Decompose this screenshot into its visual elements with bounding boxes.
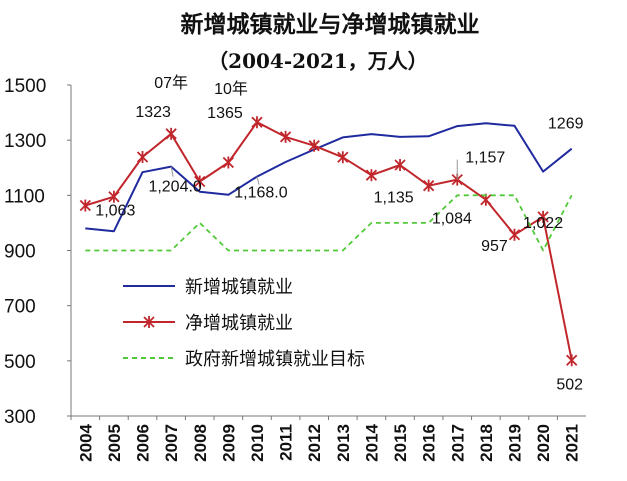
x-tick-label: 2010: [248, 424, 267, 462]
x-tick-label: 2004: [76, 423, 95, 461]
y-tick-label: 1300: [4, 131, 46, 152]
leader-line: [256, 176, 260, 185]
x-tick-label: 2012: [305, 424, 324, 462]
x-tick-label: 2021: [563, 424, 582, 462]
chart-title: 新增城镇就业与净增城镇就业: [181, 11, 480, 38]
series-marker: [508, 228, 521, 241]
data-label: 502: [556, 376, 583, 393]
legend-label: 新增城镇就业: [185, 277, 293, 298]
x-tick-label: 2013: [334, 424, 353, 462]
x-tick-label: 2006: [134, 424, 153, 462]
data-label: 1,157: [465, 150, 505, 167]
x-tick-label: 2016: [420, 424, 439, 462]
series-line: [85, 122, 573, 233]
x-tick-label: 2019: [505, 424, 524, 462]
y-tick-label: 300: [4, 407, 36, 428]
series-marker: [108, 190, 120, 203]
data-label: 1,063: [95, 203, 135, 220]
data-label: 1,022: [523, 215, 563, 232]
x-tick-label: 2009: [219, 424, 238, 462]
y-tick-label: 700: [4, 297, 36, 318]
y-tick-label: 1100: [4, 186, 45, 207]
series-marker: [365, 169, 378, 182]
series-marker: [394, 158, 406, 171]
series-marker: [143, 316, 155, 328]
legend-label: 净增城镇就业: [185, 313, 293, 334]
leader-line: [170, 166, 174, 177]
data-label: 1365: [207, 105, 243, 122]
x-tick-label: 2020: [534, 424, 553, 462]
series-marker: [79, 199, 91, 212]
data-label: 957: [481, 238, 508, 255]
x-tick-label: 2018: [477, 424, 496, 462]
plot-area: [79, 116, 578, 367]
series-marker: [194, 175, 206, 188]
data-label: 1,084: [432, 211, 472, 228]
series-marker: [566, 354, 578, 367]
legend-entry: 政府新增城镇就业目标: [123, 349, 365, 370]
y-tick-label: 1500: [4, 76, 46, 97]
series-line: [85, 194, 573, 252]
y-tick-label: 500: [4, 352, 36, 373]
data-label: 07年: [154, 74, 188, 92]
annotations: 1,063 07年 1323 10年 1365 1,204.0 1,168.0 1269 1,1…: [95, 74, 583, 393]
series-marker: [165, 127, 177, 140]
series-marker: [136, 150, 149, 163]
data-label: 10年: [214, 80, 248, 98]
x-tick-label: 2007: [162, 424, 181, 462]
data-label: 1,204.0: [148, 179, 201, 196]
data-label: 1323: [135, 104, 171, 121]
legend-label: 政府新增城镇就业目标: [185, 349, 365, 370]
chart-subtitle: （2004-2021，万人）: [208, 49, 428, 73]
x-tick-label: 2011: [277, 424, 296, 461]
series-marker: [279, 130, 292, 143]
series-marker: [308, 139, 320, 152]
legend-entry: 新增城镇就业: [123, 277, 293, 298]
x-tick-label: 2014: [362, 423, 381, 461]
data-label: 1,168.0: [234, 185, 287, 202]
x-tick-label: 2005: [105, 424, 124, 462]
x-tick-label: 2017: [448, 424, 467, 462]
series-marker: [251, 116, 263, 129]
x-tick-label: 2008: [191, 424, 210, 462]
series-marker: [423, 179, 435, 192]
series-marker: [222, 156, 234, 169]
legend-entry: 净增城镇就业: [123, 313, 293, 334]
x-tick-label: 2015: [391, 424, 410, 462]
axes: 300 500 700 900 1100 1300 1500 2004 2005 2006 2007…: [4, 76, 586, 462]
data-label: 1,135: [374, 190, 414, 207]
series-marker: [337, 151, 349, 164]
data-label: 1269: [548, 116, 584, 133]
y-tick-label: 900: [4, 242, 36, 263]
series-marker: [537, 210, 549, 223]
